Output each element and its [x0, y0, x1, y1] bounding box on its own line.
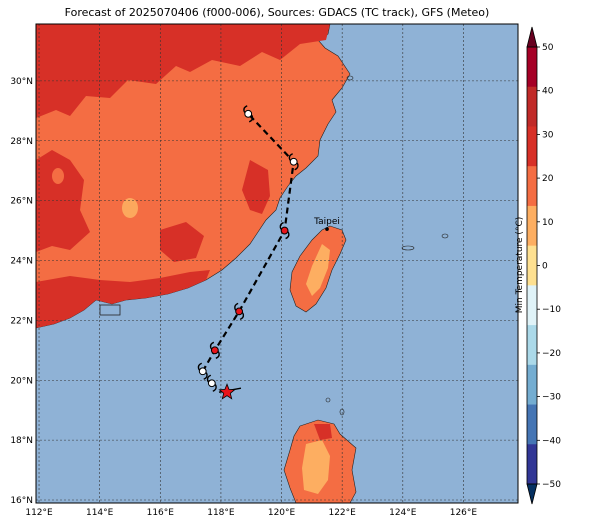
lat-tick-label: 16°N [10, 496, 33, 506]
cyclone-symbol-icon [197, 362, 208, 380]
colorbar-label: Min Temperature (°C) [515, 216, 525, 314]
luzon-cool-core [302, 440, 330, 494]
colorbar-tick-label: 0 [542, 262, 548, 272]
chart-title: Forecast of 2025070406 (f000-006), Sourc… [64, 6, 490, 19]
colorbar-tick-label: 50 [542, 43, 554, 53]
small-island [441, 233, 449, 239]
lat-tick-label: 22°N [10, 316, 33, 326]
track-line [201, 113, 295, 372]
cyclone-symbol-icon [279, 221, 290, 240]
hot-zone-lower [160, 222, 204, 262]
lon-tick-label: 122°E [328, 508, 356, 518]
small-island [325, 397, 331, 403]
colorbar-band [527, 325, 537, 366]
lon-tick-label: 120°E [268, 508, 296, 518]
lat-tick-label: 30°N [10, 77, 33, 87]
colorbar-tick-label: −20 [542, 349, 561, 359]
lat-tick-label: 26°N [10, 197, 33, 207]
cyclone-symbol-icon [206, 374, 217, 392]
colorbar-band [527, 86, 537, 127]
hot-zone-coast [36, 270, 210, 328]
current-position-star [218, 383, 236, 400]
colorbar-tick-label: 40 [542, 87, 554, 97]
colorbar-tick-label: 10 [542, 218, 554, 228]
luzon-hot-spot [314, 424, 332, 440]
cyclone-symbol-icon [243, 105, 254, 123]
colorbar: 50 40 30 20 10 0 −10 −20 −30 −40 −50 [526, 26, 561, 505]
small-island [346, 75, 354, 81]
colorbar-band [527, 404, 537, 445]
colorbar-tick-label: −10 [542, 305, 561, 315]
lon-tick-label: 124°E [389, 508, 417, 518]
colorbar-band [527, 47, 537, 88]
hot-zone-north [36, 24, 330, 118]
lon-tick-label: 126°E [450, 508, 478, 518]
colorbar-band [527, 364, 537, 406]
cyclone-symbol-icon [209, 341, 220, 359]
colorbar-extend-top [526, 26, 538, 48]
city-marker [325, 227, 329, 231]
city-label: Taipei [313, 217, 340, 227]
colorbar-tick-label: −50 [542, 480, 561, 490]
colorbar-band [527, 285, 537, 326]
lon-tick-label: 116°E [147, 508, 175, 518]
cool-spot [122, 198, 138, 218]
hot-zone-west [36, 150, 90, 252]
colorbar-extend-bottom [526, 483, 538, 505]
small-island [401, 245, 415, 251]
colorbar-tick-label: −30 [542, 393, 561, 403]
lat-tick-label: 18°N [10, 436, 33, 446]
cyclone-symbol-icon [288, 153, 299, 171]
cyclone-symbol-icon [234, 302, 245, 321]
colorbar-band [527, 245, 537, 286]
colorbar-tick-label: 30 [542, 130, 554, 140]
lon-tick-label: 118°E [207, 508, 235, 518]
lat-tick-label: 24°N [10, 257, 33, 267]
colorbar-tick-label: 20 [542, 174, 554, 184]
taiwan-cool-core [306, 244, 330, 296]
colorbar-band [527, 205, 537, 247]
cool-spot [52, 168, 64, 184]
lat-tick-label: 20°N [10, 376, 33, 386]
graticule [36, 24, 518, 503]
lon-tick-label: 112°E [25, 508, 53, 518]
storm-track: Taipei [197, 105, 340, 400]
lat-tick-label: 28°N [10, 137, 33, 147]
colorbar-band [527, 444, 537, 485]
colorbar-band [527, 126, 537, 167]
lon-tick-label: 114°E [86, 508, 114, 518]
axis-tick-labels: 112°E 114°E 116°E 118°E 120°E 122°E 124°E 126°E… [10, 77, 477, 518]
hong-kong-box [99, 304, 121, 316]
colorbar-band [527, 166, 537, 207]
colorbar-tick-label: −40 [542, 436, 561, 446]
